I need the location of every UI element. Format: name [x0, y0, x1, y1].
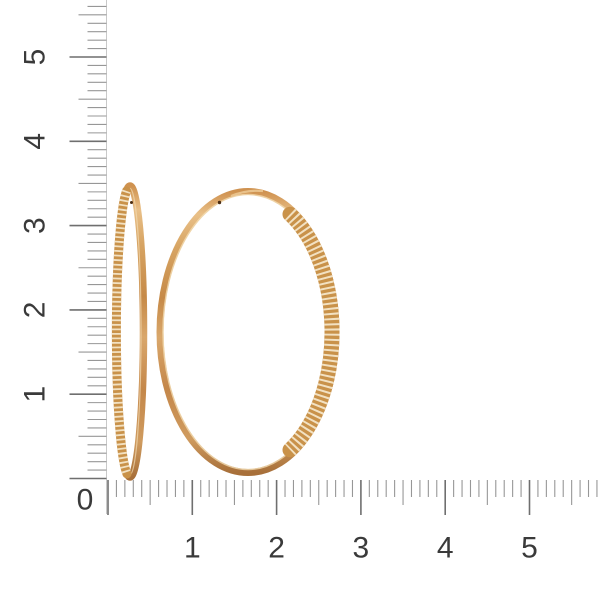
h-ruler-label-3: 3	[353, 532, 370, 565]
vertical-ruler-labels: 1 2 3 4 5	[19, 49, 52, 403]
front-hoop-ribs	[284, 208, 340, 456]
front-hoop-clasp-seam	[230, 189, 264, 198]
v-ruler-label-4: 4	[19, 133, 52, 150]
v-ruler-label-2: 2	[19, 302, 52, 319]
v-ruler-label-5: 5	[19, 49, 52, 66]
v-ruler-label-3: 3	[19, 217, 52, 234]
h-ruler-label-4: 4	[437, 532, 454, 565]
v-ruler-label-1: 1	[19, 386, 52, 403]
front-hoop-clasp-notch	[217, 200, 222, 205]
earring-side-view	[111, 182, 148, 481]
h-ruler-label-5: 5	[521, 532, 538, 565]
side-hoop-ribs	[111, 189, 132, 476]
ruler-origin-label: 0	[77, 484, 94, 517]
side-hoop-clasp-notch	[130, 201, 133, 204]
h-ruler-label-2: 2	[268, 532, 285, 565]
vertical-ruler-ticks	[69, 5, 107, 480]
earring-front-view	[156, 188, 340, 476]
h-ruler-label-1: 1	[184, 532, 201, 565]
vertical-ruler: 1 2 3 4 5	[19, 0, 107, 514]
horizontal-ruler: 1 2 3 4 5	[107, 480, 598, 565]
horizontal-ruler-ticks	[107, 480, 598, 515]
horizontal-ruler-labels: 1 2 3 4 5	[184, 532, 538, 565]
